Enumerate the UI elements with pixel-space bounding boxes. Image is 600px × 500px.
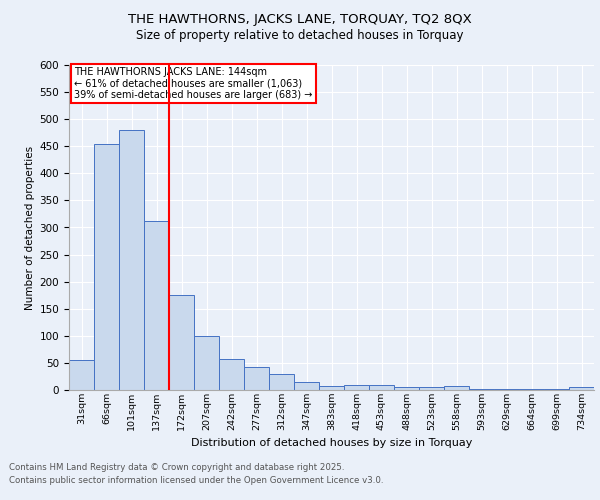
- Bar: [94, 144, 119, 390]
- Bar: [444, 386, 469, 390]
- Bar: [69, 360, 94, 390]
- X-axis label: Distribution of detached houses by size in Torquay: Distribution of detached houses by size …: [191, 438, 472, 448]
- Bar: [494, 389, 519, 390]
- Bar: [519, 389, 544, 390]
- Bar: [544, 389, 569, 390]
- Bar: [119, 130, 144, 390]
- Bar: [144, 221, 169, 390]
- Text: Contains public sector information licensed under the Open Government Licence v3: Contains public sector information licen…: [9, 476, 383, 485]
- Bar: [369, 384, 394, 390]
- Text: THE HAWTHORNS JACKS LANE: 144sqm
← 61% of detached houses are smaller (1,063)
39: THE HAWTHORNS JACKS LANE: 144sqm ← 61% o…: [74, 66, 313, 100]
- Bar: [469, 389, 494, 390]
- Text: THE HAWTHORNS, JACKS LANE, TORQUAY, TQ2 8QX: THE HAWTHORNS, JACKS LANE, TORQUAY, TQ2 …: [128, 12, 472, 26]
- Text: Contains HM Land Registry data © Crown copyright and database right 2025.: Contains HM Land Registry data © Crown c…: [9, 462, 344, 471]
- Bar: [319, 386, 344, 390]
- Bar: [244, 367, 269, 390]
- Bar: [569, 388, 594, 390]
- Bar: [194, 336, 219, 390]
- Text: Size of property relative to detached houses in Torquay: Size of property relative to detached ho…: [136, 29, 464, 42]
- Bar: [344, 384, 369, 390]
- Bar: [169, 295, 194, 390]
- Bar: [419, 388, 444, 390]
- Bar: [294, 382, 319, 390]
- Bar: [394, 387, 419, 390]
- Bar: [269, 374, 294, 390]
- Y-axis label: Number of detached properties: Number of detached properties: [25, 146, 35, 310]
- Bar: [219, 358, 244, 390]
